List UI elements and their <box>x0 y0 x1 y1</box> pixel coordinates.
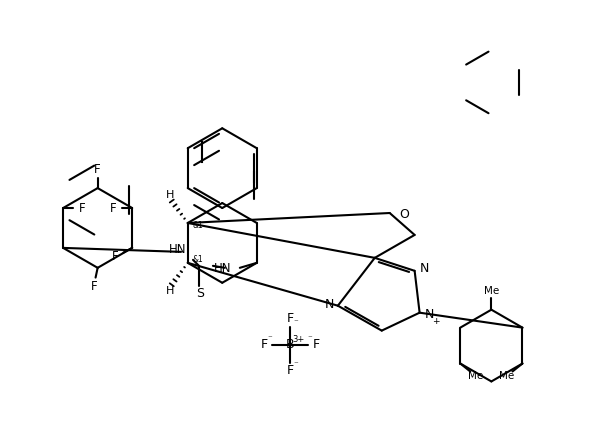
Text: N: N <box>425 308 434 321</box>
Text: H: H <box>166 190 174 200</box>
Text: N: N <box>419 262 429 275</box>
Text: N: N <box>325 298 334 311</box>
Text: &1: &1 <box>193 256 203 265</box>
Text: Me: Me <box>499 371 515 381</box>
Text: F: F <box>260 338 268 351</box>
Text: Me: Me <box>468 371 484 381</box>
Text: Me: Me <box>484 286 499 296</box>
Text: F: F <box>110 202 116 214</box>
Text: +: + <box>433 317 440 326</box>
Text: F: F <box>112 250 119 263</box>
Text: F: F <box>286 364 293 377</box>
Text: &1: &1 <box>193 221 203 230</box>
Text: H: H <box>166 286 174 296</box>
Text: HN: HN <box>214 262 232 275</box>
Text: F: F <box>79 202 85 214</box>
Text: ⁻: ⁻ <box>308 334 313 343</box>
Text: F: F <box>91 280 97 293</box>
Text: S: S <box>196 287 204 300</box>
Text: F: F <box>313 338 320 351</box>
Text: HN: HN <box>169 244 186 256</box>
Text: 3+: 3+ <box>292 335 304 344</box>
Text: O: O <box>400 208 410 222</box>
Text: ⁻: ⁻ <box>293 318 298 327</box>
Text: ⁻: ⁻ <box>268 334 272 343</box>
Text: B: B <box>286 338 295 351</box>
Text: ⁻: ⁻ <box>293 360 298 369</box>
Text: F: F <box>286 312 293 325</box>
Text: F: F <box>94 163 101 175</box>
